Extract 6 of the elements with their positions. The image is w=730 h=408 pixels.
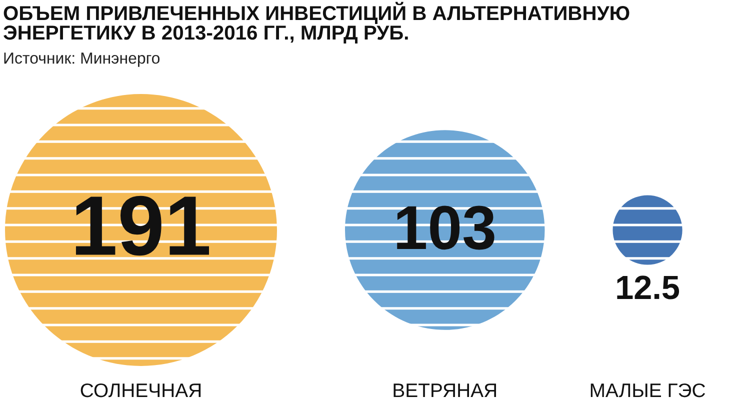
text: Источник: Минэнерго [4,52,160,67]
text: ОБЪЕМ ПРИВЛЕЧЕННЫХ ИНВЕСТИЦИЙ В АЛЬТЕРНАТИВНУЮ ЭНЕРГЕТИКУ В 2013-2016 ГГ., МЛРД РУБ. [4,2,630,44]
category-label: СОЛНЕЧНАЯ [80,383,201,398]
category-label: МАЛЫЕ ГЭС [590,383,706,398]
category-label: ВЕТРЯНАЯ [394,384,496,398]
data-label: 12.5 [617,276,680,300]
